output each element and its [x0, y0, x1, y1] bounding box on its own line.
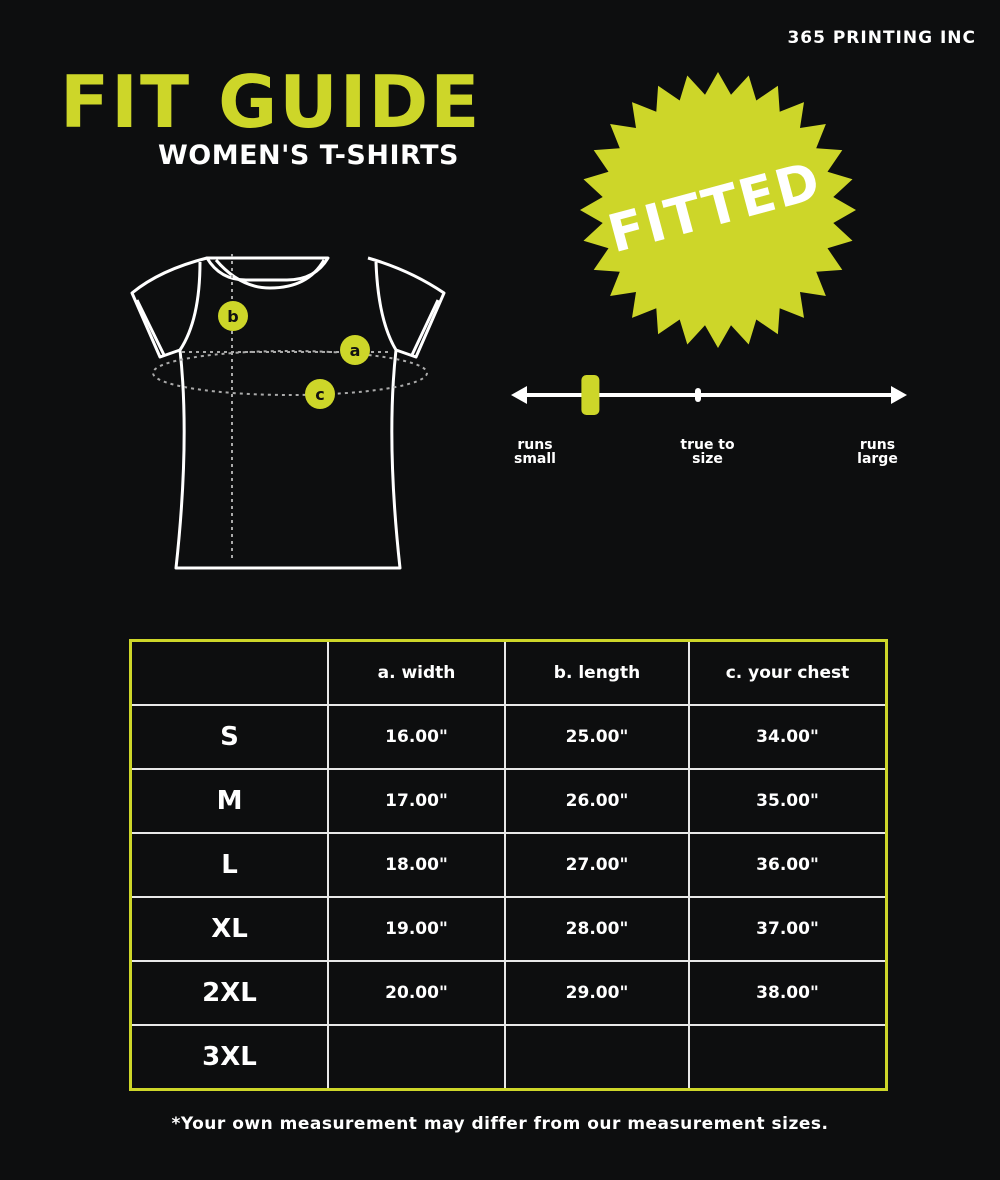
svg-text:b: b — [227, 307, 238, 326]
measurement-cell: 25.00" — [504, 704, 690, 770]
measurement-cell: 19.00" — [327, 896, 506, 962]
measurement-cell: 29.00" — [504, 960, 690, 1026]
label-b: b — [218, 301, 248, 331]
measurement-cell — [327, 1024, 506, 1091]
size-label: L — [129, 832, 329, 898]
measurement-cell: 26.00" — [504, 768, 690, 834]
measurement-cell: 17.00" — [327, 768, 506, 834]
measurement-cell: 36.00" — [688, 832, 888, 898]
label-a: a — [340, 335, 370, 365]
size-label: M — [129, 768, 329, 834]
arrow-left-icon — [511, 386, 527, 404]
brand-name: 365 PRINTING INC — [787, 28, 976, 48]
measurement-cell: 18.00" — [327, 832, 506, 898]
tshirt-diagram: b a c — [130, 254, 446, 570]
page-subtitle: WOMEN'S T-SHIRTS — [158, 140, 459, 171]
table-row: 2XL 20.00" 29.00" 38.00" — [129, 960, 888, 1026]
measurement-cell — [504, 1024, 690, 1091]
svg-text:c: c — [315, 385, 324, 404]
table-header-row: a. width b. length c. your chest — [129, 639, 888, 706]
label-true-to-size: true to size — [680, 437, 735, 467]
fit-badge-starburst — [580, 72, 856, 348]
size-label: S — [129, 704, 329, 770]
header-chest: c. your chest — [688, 639, 888, 706]
header-length: b. length — [504, 639, 690, 706]
size-label: 2XL — [129, 960, 329, 1026]
fit-scale — [511, 375, 907, 415]
arrow-right-icon — [891, 386, 907, 404]
label-c: c — [305, 379, 335, 409]
true-to-size-tick — [695, 388, 701, 402]
size-label: 3XL — [129, 1024, 329, 1091]
table-row: S 16.00" 25.00" 34.00" — [129, 704, 888, 770]
measurement-cell: 37.00" — [688, 896, 888, 962]
label-runs-small: runs small — [514, 437, 556, 467]
size-label: XL — [129, 896, 329, 962]
table-row: M 17.00" 26.00" 35.00" — [129, 768, 888, 834]
measurement-cell: 34.00" — [688, 704, 888, 770]
table-row: L 18.00" 27.00" 36.00" — [129, 832, 888, 898]
header-width: a. width — [327, 639, 506, 706]
measurement-cell: 20.00" — [327, 960, 506, 1026]
measurement-cell: 28.00" — [504, 896, 690, 962]
label-runs-large: runs large — [857, 437, 898, 467]
table-row: 3XL — [129, 1024, 888, 1091]
fit-marker — [581, 375, 600, 415]
page-title: FIT GUIDE — [60, 60, 482, 144]
measurement-cell: 16.00" — [327, 704, 506, 770]
table-row: XL 19.00" 28.00" 37.00" — [129, 896, 888, 962]
header-cell — [129, 639, 329, 706]
measurement-cell: 38.00" — [688, 960, 888, 1026]
measurement-cell: 35.00" — [688, 768, 888, 834]
measurement-cell — [688, 1024, 888, 1091]
measurement-cell: 27.00" — [504, 832, 690, 898]
footnote: *Your own measurement may differ from ou… — [171, 1114, 829, 1134]
svg-text:a: a — [350, 341, 361, 360]
size-table: a. width b. length c. your chest S 16.00"… — [129, 639, 888, 1091]
